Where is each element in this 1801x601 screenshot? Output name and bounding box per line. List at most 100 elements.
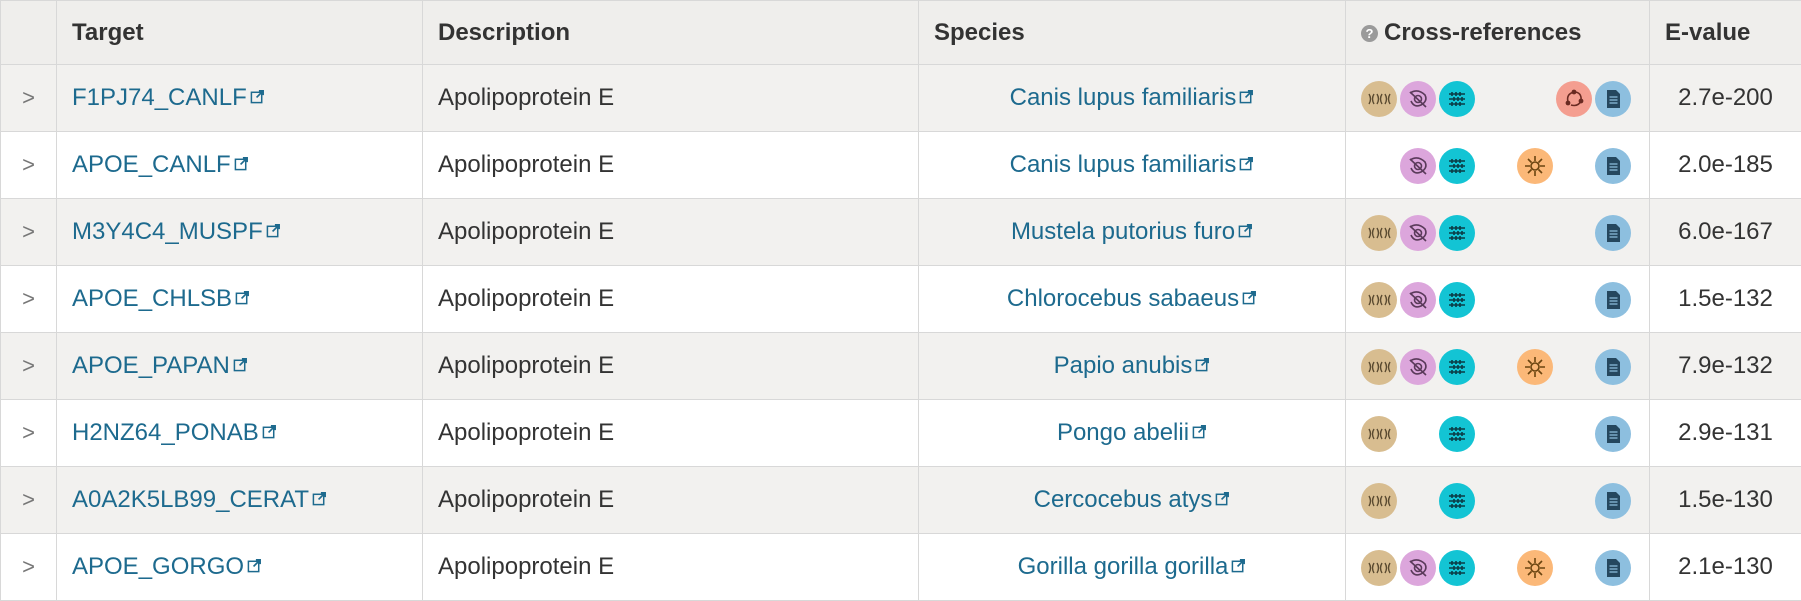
expand-toggle[interactable]: > bbox=[0, 332, 57, 400]
domain-icon[interactable] bbox=[1439, 550, 1475, 586]
domain-icon[interactable] bbox=[1439, 349, 1475, 385]
literature-icon[interactable] bbox=[1595, 416, 1631, 452]
pathway-icon[interactable] bbox=[1517, 349, 1553, 385]
literature-icon[interactable] bbox=[1595, 215, 1631, 251]
xrefs-cell bbox=[1345, 64, 1650, 132]
species-link[interactable]: Canis lupus familiaris bbox=[1010, 151, 1255, 178]
external-link-icon bbox=[1238, 224, 1253, 238]
target-link[interactable]: APOE_CANLF bbox=[72, 151, 249, 178]
species-cell: Canis lupus familiaris bbox=[918, 64, 1346, 132]
target-cell: F1PJ74_CANLF bbox=[56, 64, 423, 132]
literature-icon[interactable] bbox=[1595, 148, 1631, 184]
target-cell: M3Y4C4_MUSPF bbox=[56, 198, 423, 266]
xrefs-cell bbox=[1345, 399, 1650, 467]
target-link[interactable]: APOE_CHLSB bbox=[72, 285, 250, 312]
evalue-cell: 2.1e-130 bbox=[1649, 533, 1801, 601]
expand-toggle[interactable]: > bbox=[0, 198, 57, 266]
domain-icon[interactable] bbox=[1439, 81, 1475, 117]
literature-icon[interactable] bbox=[1595, 550, 1631, 586]
description-header-label: Description bbox=[438, 18, 571, 46]
external-link-icon bbox=[247, 559, 262, 573]
target-link[interactable]: F1PJ74_CANLF bbox=[72, 84, 265, 111]
structure-icon[interactable] bbox=[1400, 349, 1436, 385]
evalue-column-header[interactable]: E-value bbox=[1649, 0, 1801, 65]
structure-icon[interactable] bbox=[1400, 215, 1436, 251]
dna-icon[interactable] bbox=[1361, 483, 1397, 519]
description-column-header[interactable]: Description bbox=[422, 0, 919, 65]
description-cell: Apolipoprotein E bbox=[422, 198, 919, 266]
species-column-header[interactable]: Species bbox=[918, 0, 1346, 65]
species-cell: Gorilla gorilla gorilla bbox=[918, 533, 1346, 601]
dna-icon[interactable] bbox=[1361, 282, 1397, 318]
target-link[interactable]: H2NZ64_PONAB bbox=[72, 419, 277, 446]
target-link[interactable]: APOE_PAPAN bbox=[72, 352, 248, 379]
literature-icon[interactable] bbox=[1595, 81, 1631, 117]
dna-icon[interactable] bbox=[1361, 550, 1397, 586]
xrefs-group bbox=[1361, 346, 1649, 386]
target-cell: APOE_CHLSB bbox=[56, 265, 423, 333]
species-link[interactable]: Cercocebus atys bbox=[1034, 486, 1231, 513]
species-link[interactable]: Mustela putorius furo bbox=[1011, 218, 1253, 245]
evalue-cell: 1.5e-130 bbox=[1649, 466, 1801, 534]
description-cell: Apolipoprotein E bbox=[422, 64, 919, 132]
target-name: H2NZ64_PONAB bbox=[72, 419, 259, 446]
target-link[interactable]: M3Y4C4_MUSPF bbox=[72, 218, 281, 245]
target-cell: APOE_CANLF bbox=[56, 131, 423, 199]
expand-toggle[interactable]: > bbox=[0, 265, 57, 333]
expand-toggle[interactable]: > bbox=[0, 399, 57, 467]
domain-icon[interactable] bbox=[1439, 148, 1475, 184]
xrefs-cell bbox=[1345, 198, 1650, 266]
domain-icon[interactable] bbox=[1439, 416, 1475, 452]
target-header-label: Target bbox=[72, 18, 144, 46]
target-column-header[interactable]: Target bbox=[56, 0, 423, 65]
domain-icon[interactable] bbox=[1439, 483, 1475, 519]
target-cell: APOE_GORGO bbox=[56, 533, 423, 601]
xrefs-group bbox=[1361, 480, 1649, 520]
table-row: > F1PJ74_CANLF Apolipoprotein E Canis lupus… bbox=[0, 64, 1801, 132]
structure-icon[interactable] bbox=[1400, 282, 1436, 318]
external-link-icon bbox=[1240, 157, 1254, 171]
target-name: F1PJ74_CANLF bbox=[72, 84, 247, 111]
literature-icon[interactable] bbox=[1595, 483, 1631, 519]
target-name: APOE_GORGO bbox=[72, 553, 245, 580]
structure-icon[interactable] bbox=[1400, 81, 1436, 117]
pathway-icon[interactable] bbox=[1517, 550, 1553, 586]
network-icon[interactable] bbox=[1556, 81, 1592, 117]
xrefs-cell bbox=[1345, 466, 1650, 534]
species-name: Chlorocebus sabaeus bbox=[1006, 285, 1240, 312]
species-link[interactable]: Chlorocebus sabaeus bbox=[1007, 285, 1257, 312]
table-row: > APOE_GORGO Apolipoprotein E Gorilla goril… bbox=[0, 533, 1801, 601]
expand-toggle[interactable]: > bbox=[0, 533, 57, 601]
species-cell: Pongo abelii bbox=[918, 399, 1346, 467]
expand-toggle[interactable]: > bbox=[0, 466, 57, 534]
expand-toggle[interactable]: > bbox=[0, 64, 57, 132]
external-link-icon bbox=[1242, 291, 1257, 305]
target-name: APOE_CANLF bbox=[72, 151, 231, 178]
dna-icon[interactable] bbox=[1361, 416, 1397, 452]
species-link[interactable]: Pongo abelii bbox=[1057, 419, 1207, 446]
structure-icon[interactable] bbox=[1400, 148, 1436, 184]
target-link[interactable]: A0A2K5LB99_CERAT bbox=[72, 486, 327, 513]
help-icon[interactable]: ? bbox=[1361, 24, 1378, 42]
target-link[interactable]: APOE_GORGO bbox=[72, 553, 262, 580]
domain-icon[interactable] bbox=[1439, 282, 1475, 318]
pathway-icon[interactable] bbox=[1517, 148, 1553, 184]
domain-icon[interactable] bbox=[1439, 215, 1475, 251]
dna-icon[interactable] bbox=[1361, 215, 1397, 251]
dna-icon[interactable] bbox=[1361, 81, 1397, 117]
literature-icon[interactable] bbox=[1595, 282, 1631, 318]
target-name: A0A2K5LB99_CERAT bbox=[72, 486, 310, 513]
xrefs-group bbox=[1361, 547, 1649, 587]
literature-icon[interactable] bbox=[1595, 349, 1631, 385]
structure-icon[interactable] bbox=[1400, 550, 1436, 586]
species-link[interactable]: Canis lupus familiaris bbox=[1010, 84, 1255, 111]
species-name: Mustela putorius furo bbox=[1010, 218, 1236, 245]
dna-icon[interactable] bbox=[1361, 349, 1397, 385]
expand-toggle[interactable]: > bbox=[0, 131, 57, 199]
species-link[interactable]: Papio anubis bbox=[1054, 352, 1211, 379]
species-cell: Papio anubis bbox=[918, 332, 1346, 400]
species-name: Gorilla gorilla gorilla bbox=[1017, 553, 1229, 580]
expand-column-header bbox=[0, 0, 57, 65]
species-link[interactable]: Gorilla gorilla gorilla bbox=[1018, 553, 1247, 580]
